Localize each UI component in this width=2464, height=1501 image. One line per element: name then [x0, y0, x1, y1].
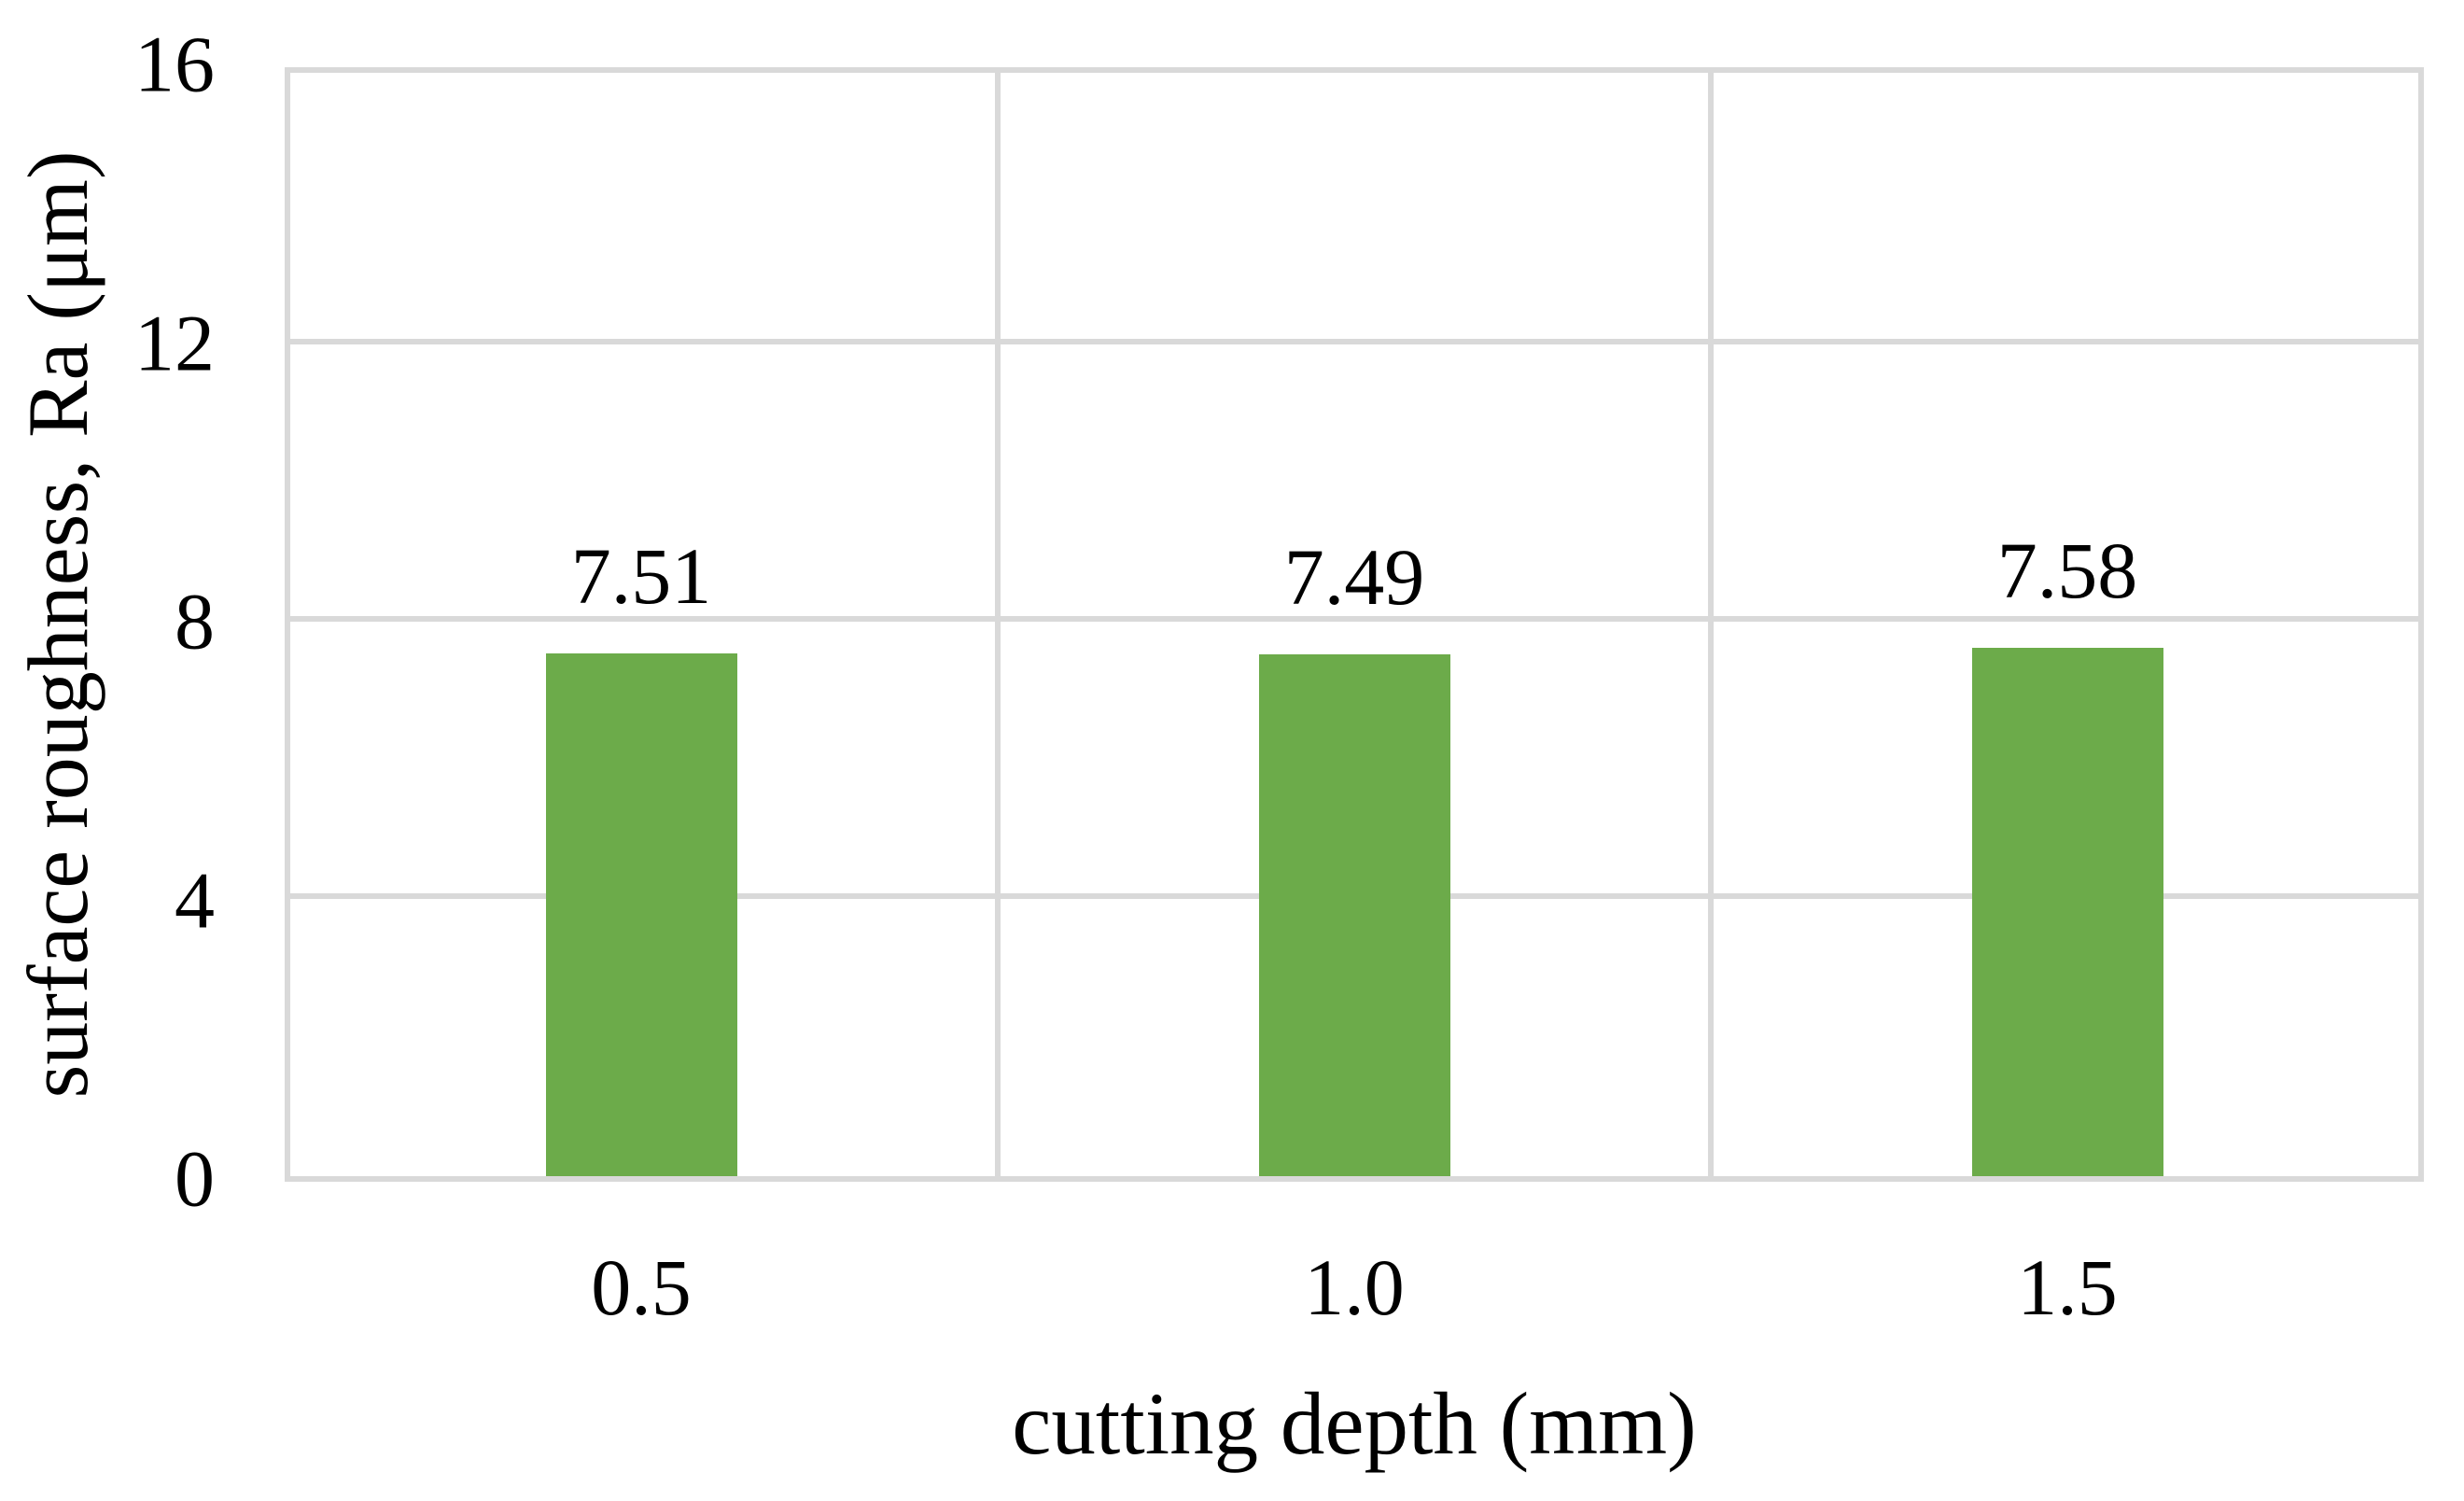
bar-value-label-1.5: 7.58 — [1996, 526, 2138, 616]
y-tick-label-12: 12 — [134, 298, 215, 388]
gridline-y-12 — [290, 339, 2418, 344]
y-tick-label-16: 16 — [134, 19, 215, 109]
x-tick-label-0.5: 0.5 — [591, 1242, 692, 1332]
gridline-x-1 — [995, 73, 1001, 1176]
x-tick-label-1.0: 1.0 — [1304, 1242, 1405, 1332]
plot-area: 7.51 7.49 7.58 — [285, 67, 2424, 1182]
bar-value-label-1.0: 7.49 — [1283, 532, 1425, 623]
y-tick-label-4: 4 — [175, 855, 215, 946]
gridline-y-8 — [290, 616, 2418, 622]
bar-0.5 — [545, 652, 737, 1176]
bar-1.5 — [1971, 648, 2163, 1176]
x-tick-label-1.5: 1.5 — [2017, 1242, 2118, 1332]
y-axis-title: surface roughness, Ra (μm) — [10, 150, 105, 1099]
bar-value-label-0.5: 7.51 — [570, 530, 712, 621]
bar-1.0 — [1258, 654, 1450, 1176]
x-axis-title: cutting depth (mm) — [1012, 1374, 1697, 1473]
y-tick-label-0: 0 — [175, 1133, 215, 1224]
y-tick-label-8: 8 — [175, 576, 215, 666]
gridline-x-2 — [1708, 73, 1714, 1176]
